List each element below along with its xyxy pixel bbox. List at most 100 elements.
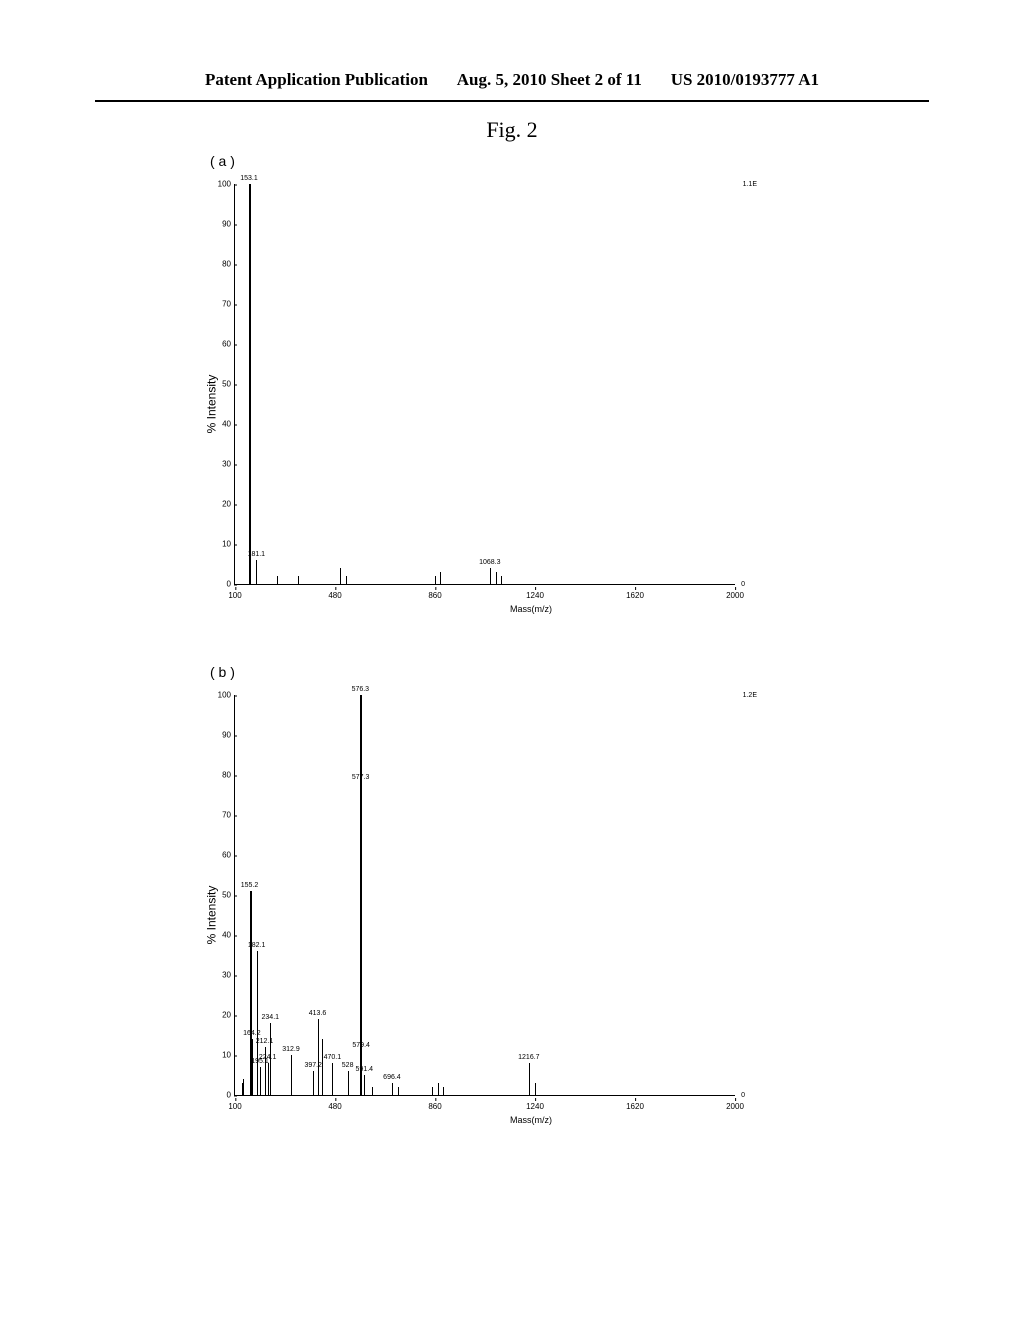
- peak-label: 470.1: [324, 1054, 342, 1061]
- peak: [252, 1039, 253, 1095]
- ytick: 80: [211, 771, 231, 780]
- peak: [361, 1051, 362, 1095]
- xtick: 1240: [526, 1102, 544, 1111]
- peak: [490, 568, 491, 584]
- chart-b-plot: 1.2E 0 Mass(m/z) 01020304050607080901001…: [234, 695, 735, 1096]
- peak: [318, 1019, 319, 1095]
- peak-label: 234.1: [262, 1014, 280, 1021]
- peak-label: 182.1: [248, 942, 266, 949]
- header-right: US 2010/0193777 A1: [671, 70, 819, 90]
- ytick: 10: [211, 1051, 231, 1060]
- ytick: 10: [211, 540, 231, 549]
- peak: [322, 1039, 323, 1095]
- ytick: 70: [211, 811, 231, 820]
- peak: [270, 1023, 271, 1095]
- ytick: 100: [211, 180, 231, 189]
- ytick: 0: [211, 1091, 231, 1100]
- peak-label: 528: [342, 1062, 354, 1069]
- xtick: 2000: [726, 591, 744, 600]
- peak-label: 224.1: [259, 1054, 277, 1061]
- figure-title: Fig. 2: [0, 117, 1024, 143]
- peak: [535, 1083, 536, 1095]
- peak: [249, 184, 251, 584]
- peak: [432, 1087, 433, 1095]
- peak: [443, 1087, 444, 1095]
- ytick: 40: [211, 931, 231, 940]
- xtick: 1240: [526, 591, 544, 600]
- peak: [268, 1063, 269, 1095]
- chart-b-right-scale: 1.2E: [743, 692, 757, 699]
- page-header: Patent Application Publication Aug. 5, 2…: [95, 0, 929, 102]
- xtick: 100: [228, 591, 241, 600]
- peak-label: 153.1: [240, 175, 258, 182]
- xtick: 2000: [726, 1102, 744, 1111]
- peak-label: 577.3: [352, 774, 370, 781]
- chart-a: % Intensity 1.1E 0 Mass(m/z) 01020304050…: [190, 174, 750, 634]
- peak: [496, 572, 497, 584]
- xtick: 860: [428, 1102, 441, 1111]
- xtick: 480: [328, 1102, 341, 1111]
- ytick: 30: [211, 460, 231, 469]
- header-center: Aug. 5, 2010 Sheet 2 of 11: [457, 70, 642, 90]
- peak: [348, 1071, 349, 1095]
- peak-label: 312.9: [282, 1046, 300, 1053]
- peak: [501, 576, 502, 584]
- peak: [243, 1079, 244, 1095]
- peak-label: 155.2: [241, 882, 259, 889]
- ytick: 30: [211, 971, 231, 980]
- peak: [313, 1071, 314, 1095]
- ytick: 50: [211, 891, 231, 900]
- ytick: 40: [211, 420, 231, 429]
- ytick: 50: [211, 380, 231, 389]
- ytick: 60: [211, 851, 231, 860]
- peak: [257, 951, 258, 1095]
- peak: [398, 1087, 399, 1095]
- peak: [332, 1063, 333, 1095]
- peak-label: 591.4: [356, 1066, 374, 1073]
- peak: [346, 576, 347, 584]
- peak: [291, 1055, 292, 1095]
- panel-b-label: ( b ): [210, 664, 1024, 680]
- peak: [440, 572, 441, 584]
- chart-b-xlabel: Mass(m/z): [510, 1115, 552, 1125]
- peak: [435, 576, 436, 584]
- ytick: 90: [211, 731, 231, 740]
- peak: [298, 576, 299, 584]
- ytick: 0: [211, 580, 231, 589]
- xtick: 100: [228, 1102, 241, 1111]
- ytick: 70: [211, 300, 231, 309]
- peak: [256, 560, 257, 584]
- peak: [364, 1075, 365, 1095]
- xtick: 1620: [626, 591, 644, 600]
- peak: [529, 1063, 530, 1095]
- chart-a-right-zero: 0: [741, 581, 745, 588]
- peak-label: 576.3: [352, 686, 370, 693]
- chart-a-plot: 1.1E 0 Mass(m/z) 01020304050607080901001…: [234, 184, 735, 585]
- peak-label: 164.2: [243, 1030, 261, 1037]
- ytick: 60: [211, 340, 231, 349]
- ytick: 100: [211, 691, 231, 700]
- ytick: 90: [211, 220, 231, 229]
- panel-a-label: ( a ): [210, 153, 1024, 169]
- peak: [340, 568, 341, 584]
- xtick: 860: [428, 591, 441, 600]
- peak: [372, 1087, 373, 1095]
- peak-label: 181.1: [248, 551, 266, 558]
- header-left: Patent Application Publication: [205, 70, 428, 90]
- peak: [392, 1083, 393, 1095]
- ytick: 20: [211, 500, 231, 509]
- ytick: 20: [211, 1011, 231, 1020]
- chart-a-xlabel: Mass(m/z): [510, 604, 552, 614]
- peak: [438, 1083, 439, 1095]
- peak-label: 397.2: [304, 1062, 322, 1069]
- chart-b-right-zero: 0: [741, 1092, 745, 1099]
- peak-label: 1068.3: [479, 559, 500, 566]
- peak-label: 696.4: [383, 1074, 401, 1081]
- chart-b: % Intensity 1.2E 0 Mass(m/z) 01020304050…: [190, 685, 750, 1145]
- peak-label: 579.4: [352, 1042, 370, 1049]
- xtick: 1620: [626, 1102, 644, 1111]
- peak-label: 413.6: [309, 1010, 327, 1017]
- chart-a-right-scale: 1.1E: [743, 181, 757, 188]
- ytick: 80: [211, 260, 231, 269]
- xtick: 480: [328, 591, 341, 600]
